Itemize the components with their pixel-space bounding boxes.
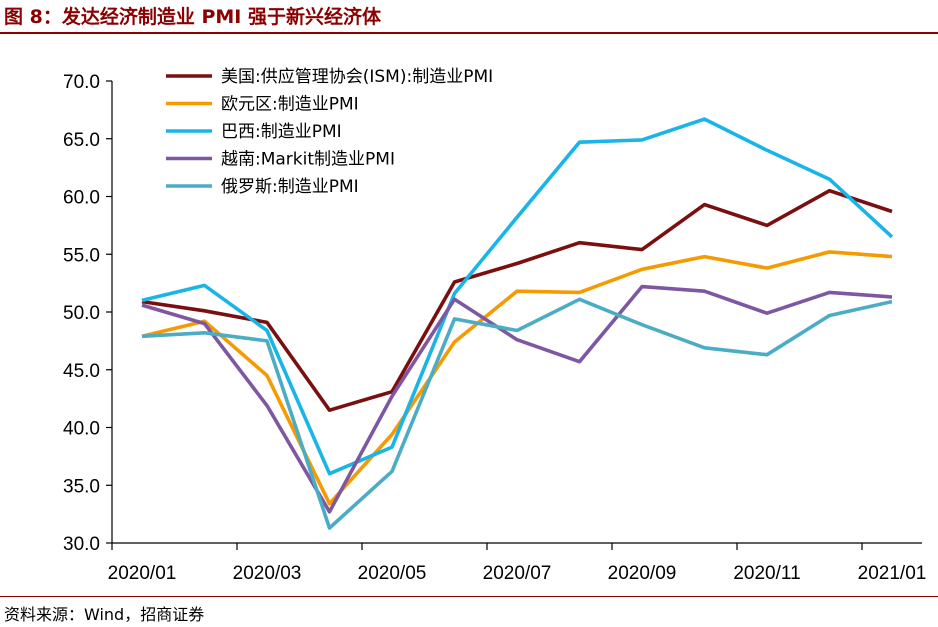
x-tick-label: 2020/03 — [233, 563, 302, 584]
x-tick-label: 2020/01 — [108, 563, 177, 584]
series-line-2 — [141, 250, 893, 506]
x-tick-label: 2020/07 — [483, 563, 552, 584]
source-divider — [0, 596, 938, 597]
y-tick-label: 35.0 — [63, 476, 100, 497]
series-line-3 — [141, 117, 894, 476]
x-tick-label: 2020/11 — [733, 563, 800, 584]
source-note: 资料来源：Wind，招商证券 — [4, 605, 205, 624]
y-tick-label: 55.0 — [63, 245, 100, 266]
y-axis: 30.0 35.0 40.0 45.0 50.0 55.0 60.0 65.0 70.0 — [63, 72, 113, 555]
y-tick-label: 65.0 — [63, 130, 100, 151]
x-tick-label: 2020/09 — [608, 563, 677, 584]
figure-title: 图 8：发达经济制造业 PMI 强于新兴经济体 — [4, 6, 381, 28]
y-tick-label: 70.0 — [63, 72, 100, 93]
series-line-5 — [141, 297, 893, 530]
series-group — [141, 117, 894, 530]
legend-label: 越南:Markit制造业PMI — [221, 150, 395, 170]
legend-label: 美国:供应管理协会(ISM):制造业PMI — [221, 67, 493, 87]
series-line-1 — [141, 188, 893, 413]
y-tick-label: 45.0 — [63, 361, 100, 382]
legend-label: 巴西:制造业PMI — [221, 122, 342, 142]
title-divider — [0, 32, 938, 34]
x-tick-label: 2021/01 — [858, 563, 927, 584]
x-axis: 2020/01 2020/03 2020/05 2020/07 2020/09 2020/… — [108, 542, 927, 584]
legend-label: 欧元区:制造业PMI — [221, 95, 359, 115]
x-tick-label: 2020/05 — [358, 563, 427, 584]
y-tick-label: 60.0 — [63, 188, 100, 209]
series-line-4 — [141, 284, 893, 514]
y-tick-label: 40.0 — [63, 419, 100, 440]
y-tick-label: 30.0 — [63, 534, 100, 555]
legend: 美国:供应管理协会(ISM):制造业PMI 欧元区:制造业PMI 巴西:制造业PMI… — [166, 67, 493, 197]
legend-label: 俄罗斯:制造业PMI — [221, 177, 359, 197]
y-tick-label: 50.0 — [63, 303, 100, 324]
